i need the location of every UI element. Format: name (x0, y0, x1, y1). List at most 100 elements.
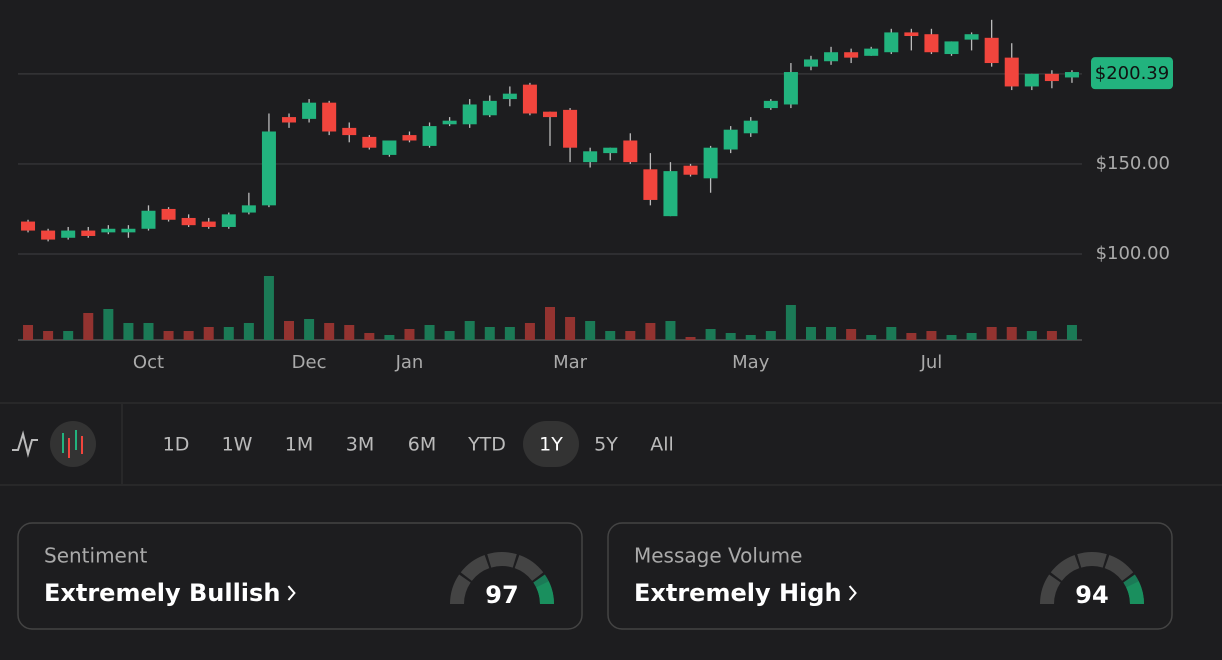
candle-body (442, 120, 457, 125)
volume-bar (946, 335, 957, 340)
gauge-segment (1104, 554, 1134, 582)
volume-bar (484, 327, 495, 340)
volume-bar (605, 331, 616, 340)
card[interactable] (17, 522, 583, 630)
candle-body (944, 41, 959, 55)
range-button[interactable]: 6M (408, 434, 436, 456)
candle-body (683, 165, 698, 175)
candle-body (864, 48, 879, 56)
volume-bar (645, 323, 656, 340)
gauge-segment (1040, 574, 1061, 605)
volume-bar (83, 313, 94, 340)
volume-bar (243, 323, 254, 340)
candle-body (984, 37, 999, 64)
candle-body (743, 120, 758, 134)
y-tick-label: $150.00 (1096, 153, 1170, 174)
gauge-score: 97 (485, 581, 518, 609)
volume-bar (625, 331, 636, 340)
candle-body (884, 32, 899, 53)
candle-body (1044, 73, 1059, 82)
candle-body (81, 230, 96, 236)
candle-body (181, 217, 196, 226)
candle-body (1024, 73, 1039, 87)
candle-body (844, 52, 859, 58)
volume-bar (163, 331, 174, 340)
candle-chart-icon[interactable] (50, 421, 96, 467)
card[interactable] (607, 522, 1173, 630)
candle-body (141, 210, 156, 229)
volume-bar (364, 333, 375, 340)
range-button[interactable]: YTD (467, 434, 506, 456)
gauge-segment (1077, 552, 1107, 568)
range-button[interactable]: 5Y (594, 434, 618, 456)
range-button[interactable]: 1Y (539, 434, 563, 456)
candle-body (824, 52, 839, 62)
card-value: Extremely Bullish (44, 579, 280, 607)
volume-bar (384, 335, 395, 340)
volume-bar (123, 323, 134, 340)
volume-bar (966, 333, 977, 340)
volume-bar (63, 331, 74, 340)
gauge-indicator (535, 581, 554, 605)
volume-bar (504, 327, 515, 340)
gauge-segment (450, 574, 471, 605)
candle-body (282, 117, 297, 123)
candle-body (322, 102, 337, 132)
volume-bar (464, 321, 475, 340)
candle-body (663, 171, 678, 217)
volume-bar (263, 276, 274, 340)
candle-body (904, 32, 919, 37)
candle-body (623, 140, 638, 163)
volume-bar (906, 333, 917, 340)
volume-bar (324, 323, 335, 340)
candle-body (302, 102, 317, 119)
volume-bar (344, 325, 355, 340)
candle-body (723, 129, 738, 150)
volume-bar (705, 329, 716, 340)
x-tick-label: May (732, 352, 770, 373)
volume-bar (183, 331, 194, 340)
range-button[interactable]: All (650, 434, 674, 456)
candle-body (462, 104, 477, 125)
candle-body (1004, 57, 1019, 87)
range-button[interactable]: 1W (222, 434, 253, 456)
candle-body (783, 72, 798, 105)
candle-body (422, 126, 437, 146)
volume-bar (986, 327, 997, 340)
range-button[interactable]: 3M (346, 434, 374, 456)
candle-body (221, 214, 236, 227)
gauge-segment (460, 554, 490, 582)
volume-bar (745, 335, 756, 340)
x-tick-label: Oct (133, 352, 164, 373)
candle-body (924, 34, 939, 53)
candle-body (482, 100, 497, 116)
volume-bar (866, 335, 877, 340)
candle-body (201, 221, 216, 227)
candle-body (502, 93, 517, 100)
x-tick-label: Jul (920, 352, 943, 373)
line-chart-icon[interactable] (12, 430, 38, 458)
y-tick-label: $100.00 (1096, 243, 1170, 264)
volume-bar (926, 331, 937, 340)
volume-bar (1046, 331, 1057, 340)
volume-bar (444, 331, 455, 340)
card-value: Extremely High (634, 579, 842, 607)
candle-body (342, 127, 357, 136)
volume-bar (223, 327, 234, 340)
candle-body (161, 208, 176, 220)
gauge-indicator (1126, 581, 1144, 605)
range-button[interactable]: 1M (285, 434, 313, 456)
candle-body (1064, 72, 1079, 78)
candle-body (261, 131, 276, 206)
volume-bar (23, 325, 34, 340)
volume-bar (1006, 327, 1017, 340)
candle-body (522, 84, 537, 114)
range-button[interactable]: 1D (163, 434, 190, 456)
volume-bar (524, 323, 535, 340)
volume-bar (304, 319, 315, 340)
candle-body (964, 34, 979, 40)
candle-body (21, 221, 36, 231)
gauge-segment (514, 554, 544, 582)
card-label: Sentiment (44, 544, 148, 568)
